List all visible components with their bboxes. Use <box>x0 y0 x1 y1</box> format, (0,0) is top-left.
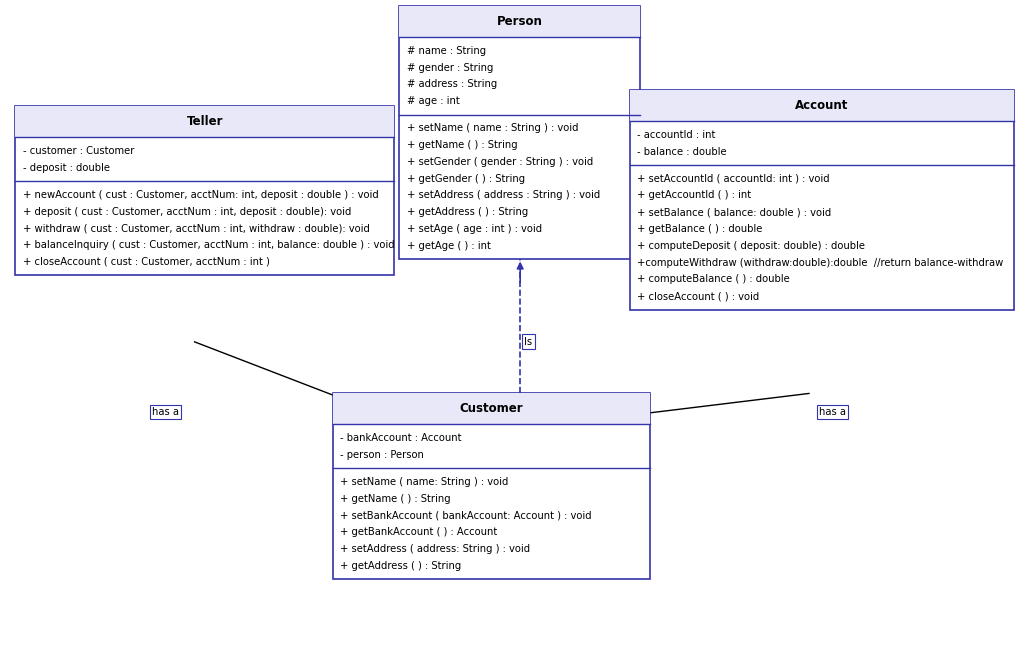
Text: + closeAccount ( cust : Customer, acctNum : int ): + closeAccount ( cust : Customer, acctNu… <box>23 257 269 267</box>
Text: + getAccountId ( ) : int: + getAccountId ( ) : int <box>637 190 751 201</box>
Text: # name : String: # name : String <box>407 46 485 56</box>
Text: # age : int: # age : int <box>407 96 460 106</box>
Text: + getBalance ( ) : double: + getBalance ( ) : double <box>637 224 762 234</box>
Text: + getName ( ) : String: + getName ( ) : String <box>340 493 451 504</box>
Text: + setBankAccount ( bankAccount: Account ) : void: + setBankAccount ( bankAccount: Account … <box>340 510 592 521</box>
Text: + getAddress ( ) : String: + getAddress ( ) : String <box>340 561 461 571</box>
Text: + withdraw ( cust : Customer, acctNum : int, withdraw : double): void: + withdraw ( cust : Customer, acctNum : … <box>23 223 370 233</box>
Text: Teller: Teller <box>186 115 223 128</box>
Text: Person: Person <box>497 15 543 28</box>
Text: + setName ( name: String ) : void: + setName ( name: String ) : void <box>340 477 508 487</box>
Text: + computeBalance ( ) : double: + computeBalance ( ) : double <box>637 274 790 284</box>
Text: - customer : Customer: - customer : Customer <box>23 146 134 156</box>
Text: + getBankAccount ( ) : Account: + getBankAccount ( ) : Account <box>340 527 498 537</box>
FancyBboxPatch shape <box>399 6 640 37</box>
Text: + setGender ( gender : String ) : void: + setGender ( gender : String ) : void <box>407 157 593 167</box>
Text: - accountId : int: - accountId : int <box>637 130 716 140</box>
Text: + setAddress ( address : String ) : void: + setAddress ( address : String ) : void <box>407 190 600 201</box>
FancyBboxPatch shape <box>333 393 650 579</box>
Text: +computeWithdraw (withdraw:double):double  //return balance-withdraw: +computeWithdraw (withdraw:double):doubl… <box>637 257 1004 268</box>
Text: Customer: Customer <box>460 402 523 415</box>
FancyBboxPatch shape <box>15 106 394 137</box>
Text: Account: Account <box>795 99 849 112</box>
Text: + newAccount ( cust : Customer, acctNum: int, deposit : double ) : void: + newAccount ( cust : Customer, acctNum:… <box>23 190 378 200</box>
Text: - balance : double: - balance : double <box>637 146 727 157</box>
Text: has a: has a <box>152 406 178 417</box>
Text: + getGender ( ) : String: + getGender ( ) : String <box>407 174 524 184</box>
Text: + computeDeposit ( deposit: double) : double: + computeDeposit ( deposit: double) : do… <box>637 241 865 251</box>
Text: - bankAccount : Account: - bankAccount : Account <box>340 433 462 443</box>
Text: + setAge ( age : int ) : void: + setAge ( age : int ) : void <box>407 224 542 234</box>
Text: - deposit : double: - deposit : double <box>23 163 110 173</box>
Text: + getName ( ) : String: + getName ( ) : String <box>407 140 517 150</box>
Text: # gender : String: # gender : String <box>407 63 493 73</box>
FancyBboxPatch shape <box>399 6 640 259</box>
FancyBboxPatch shape <box>630 90 1014 121</box>
Text: + setBalance ( balance: double ) : void: + setBalance ( balance: double ) : void <box>637 207 831 217</box>
FancyBboxPatch shape <box>333 393 650 424</box>
Text: + balanceInquiry ( cust : Customer, acctNum : int, balance: double ) : void: + balanceInquiry ( cust : Customer, acct… <box>23 240 394 250</box>
Text: + setAddress ( address: String ) : void: + setAddress ( address: String ) : void <box>340 544 530 554</box>
Text: Is: Is <box>524 337 532 347</box>
Text: # address : String: # address : String <box>407 79 497 90</box>
Text: + getAddress ( ) : String: + getAddress ( ) : String <box>407 207 527 217</box>
Text: has a: has a <box>819 406 846 417</box>
Text: + setName ( name : String ) : void: + setName ( name : String ) : void <box>407 123 578 134</box>
FancyBboxPatch shape <box>15 106 394 275</box>
Text: + closeAccount ( ) : void: + closeAccount ( ) : void <box>637 291 759 301</box>
Text: + setAccountId ( accountId: int ) : void: + setAccountId ( accountId: int ) : void <box>637 174 829 184</box>
Text: + deposit ( cust : Customer, acctNum : int, deposit : double): void: + deposit ( cust : Customer, acctNum : i… <box>23 206 351 217</box>
FancyBboxPatch shape <box>630 90 1014 310</box>
Text: - person : Person: - person : Person <box>340 450 424 460</box>
Text: + getAge ( ) : int: + getAge ( ) : int <box>407 241 490 251</box>
